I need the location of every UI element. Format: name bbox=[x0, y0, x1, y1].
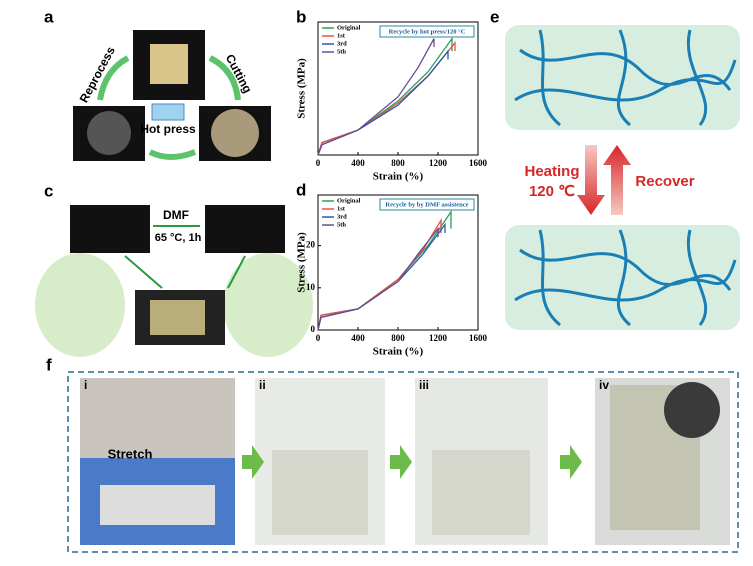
annotation-box bbox=[379, 198, 475, 211]
condition: DMF bbox=[163, 208, 189, 222]
legend-label: 1st bbox=[337, 205, 346, 212]
photo bbox=[432, 450, 530, 535]
series-line bbox=[317, 38, 435, 156]
annotation-box bbox=[379, 25, 475, 38]
illustration bbox=[223, 253, 313, 357]
x-tick-label: 400 bbox=[351, 158, 365, 168]
photo bbox=[87, 111, 131, 155]
photo bbox=[100, 485, 215, 525]
step-label: i bbox=[84, 378, 87, 392]
annotation: Recycle by hot press/120 °C bbox=[389, 28, 466, 35]
panel-label: e bbox=[490, 7, 499, 26]
illustration bbox=[35, 253, 125, 357]
x-tick-label: 400 bbox=[351, 333, 365, 343]
arrow bbox=[242, 445, 264, 479]
y-tick-label: 10 bbox=[306, 282, 316, 292]
series-line bbox=[317, 226, 439, 331]
x-tick-label: 1200 bbox=[429, 333, 448, 343]
x-tick-label: 800 bbox=[391, 333, 405, 343]
x-tick-label: 800 bbox=[391, 158, 405, 168]
network bbox=[514, 29, 737, 127]
panel-label: a bbox=[44, 7, 54, 26]
arrow bbox=[148, 149, 197, 160]
x-tick-label: 0 bbox=[316, 333, 321, 343]
step-label: ii bbox=[259, 378, 266, 392]
legend-label: 1st bbox=[337, 32, 346, 39]
arrow bbox=[390, 445, 412, 479]
step-label: iv bbox=[599, 378, 609, 392]
photo bbox=[80, 378, 235, 458]
x-tick-label: 1600 bbox=[469, 333, 488, 343]
series-line bbox=[317, 40, 456, 156]
photo bbox=[150, 300, 205, 335]
y-tick-label: 0 bbox=[311, 324, 316, 334]
arrow bbox=[97, 55, 130, 101]
legend-label: Original bbox=[337, 197, 361, 204]
step-label: Stretch bbox=[108, 446, 153, 461]
panel-label: b bbox=[296, 7, 306, 26]
network bbox=[514, 229, 737, 327]
panel-label: d bbox=[296, 180, 306, 199]
arrow bbox=[124, 255, 163, 289]
x-axis-label: Strain (%) bbox=[373, 346, 424, 358]
condition: 65 °C, 1h bbox=[155, 232, 202, 244]
arrow bbox=[577, 145, 605, 215]
process-label: Heating bbox=[524, 163, 579, 180]
legend-label: 5th bbox=[337, 48, 346, 55]
process-label: 120 ℃ bbox=[529, 183, 575, 200]
step-label: Hot press bbox=[140, 122, 196, 136]
legend-label: 3rd bbox=[337, 213, 347, 220]
arrow bbox=[603, 145, 631, 215]
panel-label: f bbox=[46, 355, 52, 374]
series-line bbox=[317, 217, 442, 331]
x-tick-label: 1600 bbox=[469, 158, 488, 168]
legend-label: 5th bbox=[337, 221, 346, 228]
photo bbox=[272, 450, 368, 535]
photo bbox=[205, 205, 285, 253]
legend-label: Original bbox=[337, 24, 361, 31]
photo bbox=[664, 382, 720, 438]
photo bbox=[70, 205, 150, 253]
y-tick-label: 20 bbox=[306, 240, 316, 250]
arrow bbox=[208, 55, 241, 101]
panel-label: c bbox=[44, 181, 53, 200]
y-axis-label: Stress (MPa) bbox=[296, 232, 308, 293]
process-label: Recover bbox=[635, 173, 694, 190]
arrow bbox=[227, 255, 246, 289]
x-axis-label: Strain (%) bbox=[373, 171, 424, 183]
photo bbox=[150, 44, 188, 84]
photo bbox=[211, 109, 259, 157]
step-label: iii bbox=[419, 378, 429, 392]
frame bbox=[67, 371, 739, 553]
arrow bbox=[560, 445, 582, 479]
y-axis-label: Stress (MPa) bbox=[296, 58, 308, 119]
series-line bbox=[317, 49, 449, 156]
x-tick-label: 0 bbox=[316, 158, 321, 168]
x-tick-label: 1200 bbox=[429, 158, 448, 168]
annotation: Recycle by by DMF assistence bbox=[385, 201, 468, 208]
press-icon bbox=[151, 103, 185, 121]
legend-label: 3rd bbox=[337, 40, 347, 47]
